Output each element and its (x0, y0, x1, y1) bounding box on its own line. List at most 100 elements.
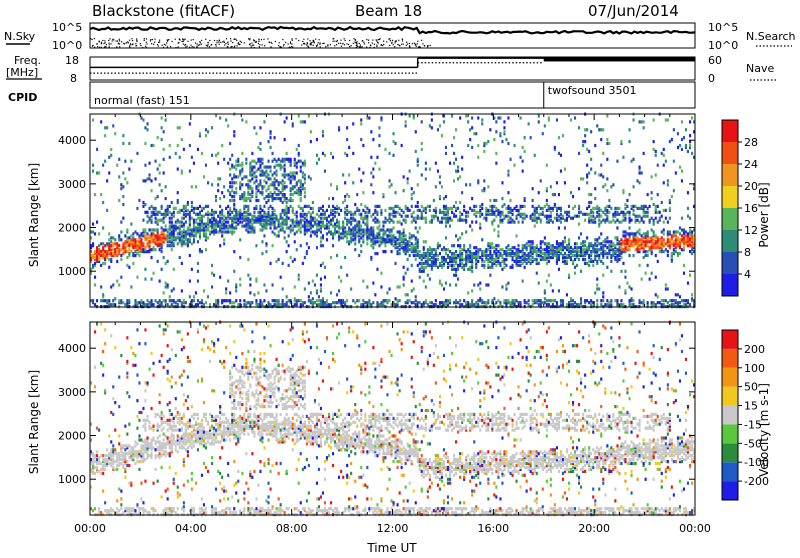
heatmap-cell (564, 236, 566, 239)
heatmap-cell (159, 248, 161, 251)
heatmap-cell (237, 158, 239, 161)
heatmap-cell (653, 219, 655, 222)
heatmap-cell (415, 299, 417, 302)
heatmap-cell (445, 195, 447, 198)
heatmap-cell (421, 254, 423, 257)
heatmap-cell (187, 232, 189, 235)
heatmap-cell (358, 168, 360, 171)
heatmap-cell (437, 254, 439, 257)
heatmap-cell (461, 252, 463, 255)
heatmap-cell (187, 238, 189, 241)
heatmap-cell (360, 225, 362, 228)
heatmap-cell (598, 287, 600, 290)
heatmap-cell (461, 168, 463, 171)
heatmap-cell (501, 219, 503, 222)
heatmap-cell (302, 301, 304, 304)
heatmap-cell (624, 217, 626, 220)
heatmap-cell (140, 299, 142, 302)
heatmap-cell (620, 299, 622, 302)
heatmap-cell (487, 258, 489, 261)
heatmap-cell (479, 248, 481, 251)
heatmap-cell (211, 126, 213, 129)
heatmap-cell (568, 205, 570, 208)
heatmap-cell (372, 219, 374, 222)
heatmap-cell (667, 183, 669, 186)
heatmap-cell (457, 301, 459, 304)
heatmap-cell (249, 213, 251, 216)
heatmap-cell (340, 232, 342, 235)
heatmap-cell (604, 219, 606, 222)
heatmap-cell (209, 219, 211, 222)
heatmap-cell (633, 244, 635, 247)
heatmap-cell (368, 228, 370, 231)
heatmap-cell (620, 211, 622, 214)
heatmap-cell (163, 213, 165, 216)
heatmap-cell (467, 211, 469, 214)
heatmap-cell (175, 301, 177, 304)
heatmap-cell (677, 146, 679, 149)
heatmap-cell (284, 181, 286, 184)
nsearch-point (311, 42, 312, 43)
heatmap-cell (393, 132, 395, 135)
heatmap-cell (179, 221, 181, 224)
heatmap-cell (302, 219, 304, 222)
nsearch-point (254, 40, 255, 41)
heatmap-cell (572, 299, 574, 302)
heatmap-cell (399, 299, 401, 302)
heatmap-cell (360, 228, 362, 231)
heatmap-cell (457, 166, 459, 169)
heatmap-cell (235, 225, 237, 228)
heatmap-cell (461, 156, 463, 159)
heatmap-cell (130, 234, 132, 237)
heatmap-cell (163, 221, 165, 224)
heatmap-cell (604, 207, 606, 210)
heatmap-cell (477, 283, 479, 286)
heatmap-cell (562, 134, 564, 137)
heatmap-cell (233, 203, 235, 206)
nsearch-point (398, 40, 399, 41)
heatmap-cell (360, 122, 362, 125)
heatmap-cell (348, 195, 350, 198)
heatmap-cell (274, 181, 276, 184)
heatmap-cell (395, 215, 397, 218)
heatmap-cell (606, 138, 608, 141)
heatmap-cell (580, 270, 582, 273)
heatmap-cell (265, 195, 267, 198)
nsearch-point (237, 45, 238, 46)
nsearch-point (225, 43, 226, 44)
heatmap-cell (378, 225, 380, 228)
heatmap-cell (314, 301, 316, 304)
heatmap-cell (245, 120, 247, 123)
heatmap-cell (407, 215, 409, 218)
heatmap-cell (483, 142, 485, 145)
nsearch-point (430, 45, 431, 46)
heatmap-cell (618, 258, 620, 261)
heatmap-cell (421, 148, 423, 151)
heatmap-cell (177, 242, 179, 245)
heatmap-cell (322, 297, 324, 300)
heatmap-cell (608, 221, 610, 224)
nsearch-point (259, 46, 260, 47)
heatmap-cell (134, 299, 136, 302)
heatmap-cell (356, 234, 358, 237)
heatmap-cell (257, 215, 259, 218)
heatmap-cell (479, 209, 481, 212)
heatmap-cell (92, 164, 94, 167)
heatmap-cell (205, 164, 207, 167)
nsearch-point (341, 46, 342, 47)
heatmap-cell (300, 213, 302, 216)
heatmap-cell (582, 213, 584, 216)
heatmap-cell (270, 166, 272, 169)
heatmap-cell (520, 156, 522, 159)
heatmap-cell (370, 256, 372, 259)
heatmap-cell (157, 195, 159, 198)
heatmap-cell (171, 217, 173, 220)
heatmap-cell (409, 244, 411, 247)
nsearch-point (136, 41, 137, 42)
heatmap-cell (606, 252, 608, 255)
heatmap-cell (221, 234, 223, 237)
heatmap-cell (382, 299, 384, 302)
heatmap-cell (534, 246, 536, 249)
heatmap-cell (518, 244, 520, 247)
heatmap-cell (296, 162, 298, 165)
